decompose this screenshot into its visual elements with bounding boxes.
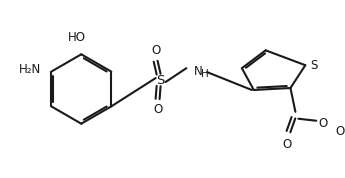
Text: O: O <box>318 117 327 130</box>
Text: S: S <box>310 59 318 72</box>
Text: O: O <box>335 125 344 138</box>
Text: O: O <box>153 103 162 116</box>
Text: S: S <box>156 74 165 87</box>
Text: H₂N: H₂N <box>19 63 41 76</box>
Text: O: O <box>283 138 292 151</box>
Text: H: H <box>201 69 208 79</box>
Text: HO: HO <box>68 31 86 44</box>
Text: O: O <box>151 44 160 57</box>
Text: N: N <box>194 65 203 78</box>
